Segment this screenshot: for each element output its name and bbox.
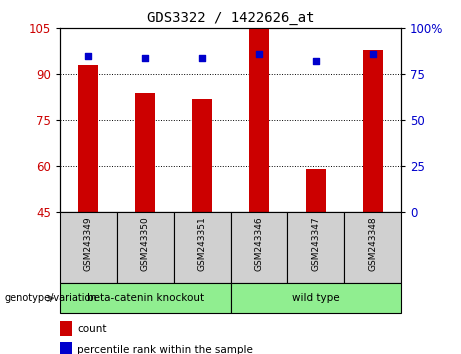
Bar — [192, 99, 212, 212]
Text: GSM243351: GSM243351 — [198, 216, 207, 271]
Point — [255, 51, 263, 57]
Title: GDS3322 / 1422626_at: GDS3322 / 1422626_at — [147, 11, 314, 24]
Point — [142, 55, 149, 61]
Point — [198, 55, 206, 61]
Text: GSM243346: GSM243346 — [254, 216, 263, 270]
Text: GSM243348: GSM243348 — [368, 216, 377, 270]
Bar — [344, 212, 401, 283]
Bar — [60, 212, 117, 283]
Text: count: count — [77, 324, 106, 334]
Point — [369, 51, 376, 57]
Text: GSM243349: GSM243349 — [84, 216, 93, 270]
Text: percentile rank within the sample: percentile rank within the sample — [77, 345, 253, 354]
Bar — [249, 28, 269, 212]
Bar — [287, 212, 344, 283]
Bar — [306, 170, 326, 212]
Bar — [60, 321, 72, 336]
Bar — [60, 283, 230, 313]
Text: beta-catenin knockout: beta-catenin knockout — [87, 293, 204, 303]
Point — [312, 59, 319, 64]
Bar — [363, 50, 383, 212]
Bar — [117, 212, 174, 283]
Bar — [78, 65, 98, 212]
Text: genotype/variation: genotype/variation — [5, 293, 97, 303]
Text: GSM243347: GSM243347 — [311, 216, 320, 270]
Text: GSM243350: GSM243350 — [141, 216, 150, 271]
Text: wild type: wild type — [292, 293, 340, 303]
Bar — [60, 342, 72, 354]
Point — [85, 53, 92, 59]
Bar — [230, 212, 287, 283]
Bar — [230, 283, 401, 313]
Bar — [135, 93, 155, 212]
Bar — [174, 212, 230, 283]
